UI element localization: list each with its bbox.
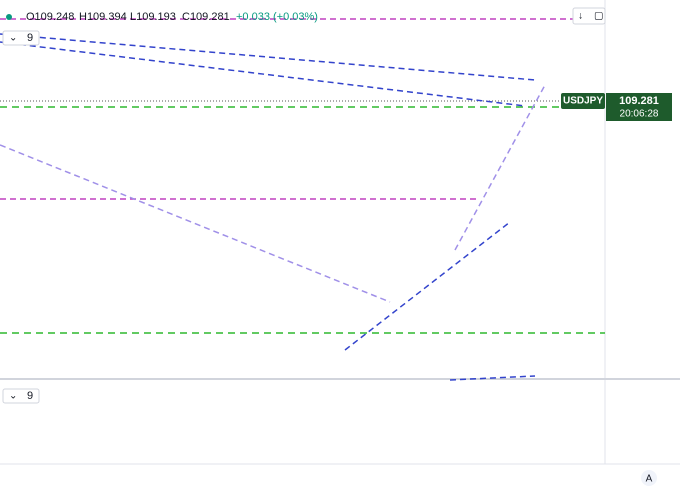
symbol-label: USDJPY xyxy=(563,96,603,107)
last-price: 109.281 xyxy=(619,95,659,107)
legend-change: +0.033 (+0.03%) xyxy=(236,11,318,23)
auto-scale-button[interactable] xyxy=(641,470,657,486)
indicator-label: 9 xyxy=(27,32,33,44)
trend-line xyxy=(0,144,391,303)
countdown: 20:06:28 xyxy=(620,109,659,120)
indicator-box[interactable] xyxy=(2,388,40,404)
status-dot xyxy=(6,14,12,20)
trend-line xyxy=(454,84,546,251)
indicator-toggle[interactable]: ⌄ xyxy=(9,33,17,44)
auto-scale-label[interactable]: A xyxy=(646,474,653,485)
indicator-box[interactable] xyxy=(2,30,40,46)
download-icon[interactable]: ↓ xyxy=(578,11,583,22)
legend-open: O109.248 xyxy=(26,11,74,23)
symbol-box xyxy=(561,93,605,109)
legend: O109.248 H109.394 L109.193 C109.281 +0.0… xyxy=(26,11,318,23)
legend-low: L109.193 xyxy=(130,11,176,23)
price-box xyxy=(606,93,672,121)
trend-line xyxy=(449,375,536,381)
legend-high: H109.394 xyxy=(79,11,127,23)
drawings xyxy=(0,18,605,381)
indicator-label: 9 xyxy=(27,390,33,402)
scale-buttons[interactable] xyxy=(572,7,606,25)
expand-icon[interactable]: ▢ xyxy=(594,11,603,22)
trend-line xyxy=(0,41,526,107)
indicator-toggle[interactable]: ⌄ xyxy=(9,391,17,402)
legend-close: C109.281 xyxy=(182,11,230,23)
trend-line xyxy=(344,221,511,351)
